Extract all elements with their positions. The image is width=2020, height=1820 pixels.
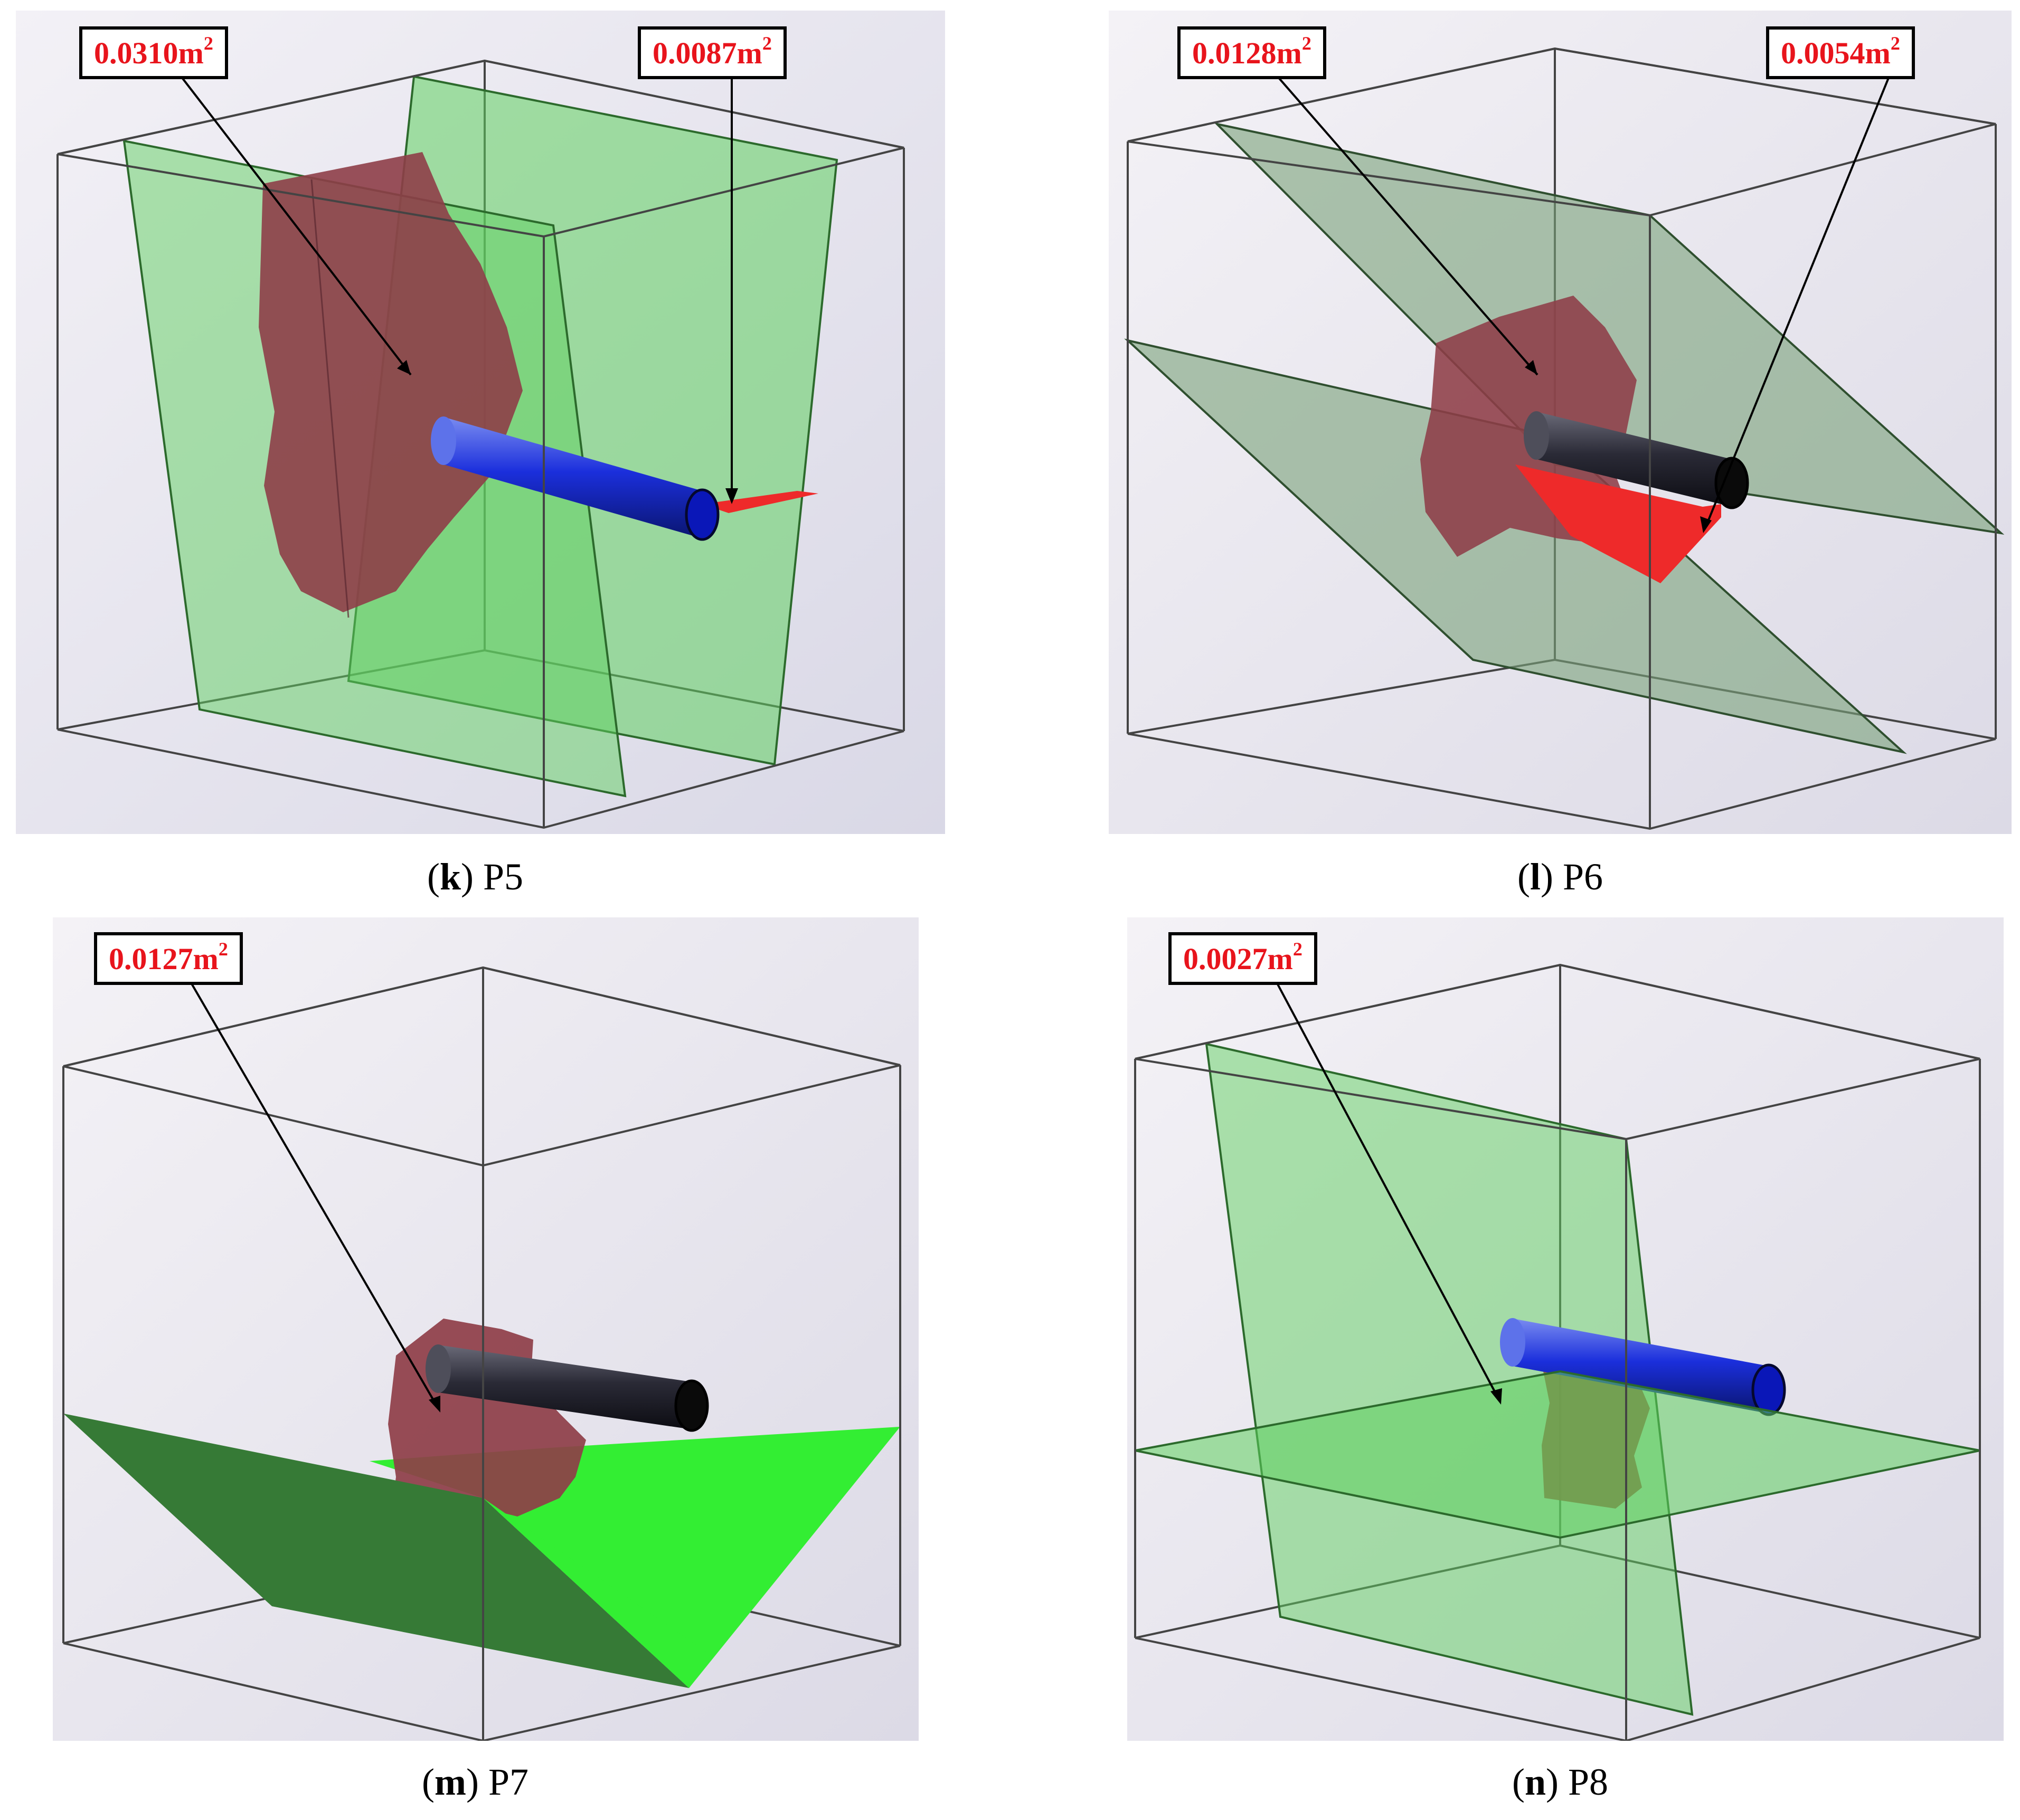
panel-l-callout-area-2: 0.0054m2 [1766, 26, 1915, 79]
panel-k-red-area [702, 491, 818, 513]
panel-n-caption: (n) P8 [1512, 1761, 1609, 1803]
panel-m: 0.0127m2 [53, 917, 919, 1741]
panel-m-diagram [53, 917, 919, 1741]
panel-n-fracture-plane-inclined [1205, 1042, 1694, 1716]
panel-l: 0.0128m2 0.0054m2 [1109, 11, 2012, 834]
panel-k: 0.0310m2 0.0087m2 [16, 11, 945, 834]
panel-k-rock-patch [259, 152, 523, 612]
panel-l-fracture-plane-lower [1124, 338, 1907, 754]
panel-k-diagram [16, 11, 945, 834]
panel-m-callout-area-1: 0.0127m2 [94, 932, 243, 985]
panel-l-caption: (l) P6 [1517, 856, 1603, 898]
panel-n-pipe [1500, 1318, 1786, 1416]
panel-m-fracture-plane-front [63, 1414, 689, 1688]
panel-n: 0.0027m2 [1127, 917, 2004, 1741]
panel-l-callout-area-1: 0.0128m2 [1177, 26, 1326, 79]
panel-k-caption: (k) P5 [427, 856, 524, 898]
panel-k-callout-area-2: 0.0087m2 [638, 26, 787, 79]
panel-l-red-area [1515, 465, 1721, 583]
panel-k-pipe [431, 416, 720, 541]
panel-n-diagram [1127, 917, 2004, 1741]
panel-l-diagram [1109, 11, 2012, 834]
panel-n-callout-area-1: 0.0027m2 [1168, 932, 1317, 985]
panel-m-caption: (m) P7 [422, 1761, 528, 1803]
panel-m-pipe [426, 1344, 709, 1432]
panel-l-pipe [1524, 411, 1749, 509]
panel-k-callout-area-1: 0.0310m2 [79, 26, 228, 79]
